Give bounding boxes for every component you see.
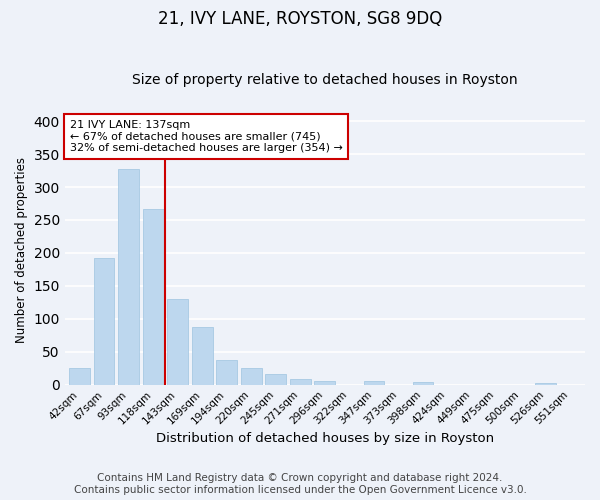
Bar: [118, 168, 139, 384]
Text: 21 IVY LANE: 137sqm
← 67% of detached houses are smaller (745)
32% of semi-detac: 21 IVY LANE: 137sqm ← 67% of detached ho…: [70, 120, 343, 153]
Bar: [364, 382, 385, 384]
X-axis label: Distribution of detached houses by size in Royston: Distribution of detached houses by size …: [156, 432, 494, 445]
Bar: [535, 382, 556, 384]
Bar: [192, 328, 212, 384]
Bar: [167, 299, 188, 384]
Bar: [314, 382, 335, 384]
Bar: [143, 209, 164, 384]
Text: 21, IVY LANE, ROYSTON, SG8 9DQ: 21, IVY LANE, ROYSTON, SG8 9DQ: [158, 10, 442, 28]
Bar: [290, 380, 311, 384]
Bar: [69, 368, 90, 384]
Bar: [217, 360, 237, 384]
Text: Contains HM Land Registry data © Crown copyright and database right 2024.
Contai: Contains HM Land Registry data © Crown c…: [74, 474, 526, 495]
Y-axis label: Number of detached properties: Number of detached properties: [15, 156, 28, 342]
Bar: [265, 374, 286, 384]
Bar: [241, 368, 262, 384]
Bar: [413, 382, 433, 384]
Title: Size of property relative to detached houses in Royston: Size of property relative to detached ho…: [132, 73, 518, 87]
Bar: [94, 258, 115, 384]
